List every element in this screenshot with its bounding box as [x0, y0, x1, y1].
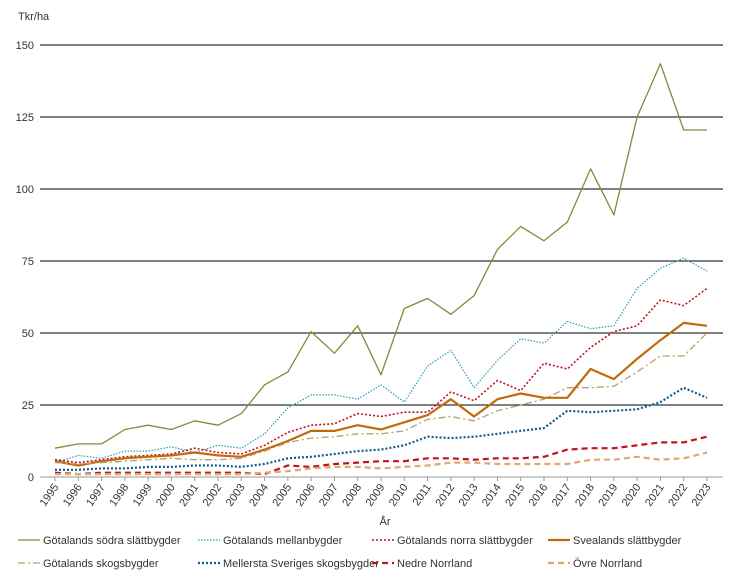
x-tick-label: 2002 [201, 482, 225, 509]
series-line [55, 386, 708, 471]
series-lines [54, 63, 708, 476]
x-tick-label: 2008 [340, 482, 364, 509]
y-tick-label: 25 [22, 400, 34, 412]
x-tick-label: 2019 [596, 482, 620, 509]
series-line [54, 63, 707, 449]
series-line [54, 435, 708, 476]
legend-label: Nedre Norrland [397, 558, 472, 570]
x-tick-label: 1996 [61, 482, 85, 509]
x-tick-label: 2014 [480, 482, 504, 509]
y-tick-label: 0 [28, 472, 34, 484]
x-tick-label: 2009 [364, 482, 388, 509]
series-line [54, 332, 708, 465]
x-tick-label: 1999 [131, 482, 155, 509]
x-tick-label: 2023 [690, 482, 714, 509]
legend-label: Mellersta Sveriges skogsbygder [223, 558, 379, 570]
x-axis-title: År [380, 515, 391, 528]
legend-label: Götalands skogsbygder [43, 558, 159, 570]
legend-label: Götalands södra slättbygder [43, 535, 181, 547]
y-tick-label: 125 [16, 112, 34, 124]
x-tick-label: 2018 [573, 482, 597, 509]
x-tick-label: 2004 [247, 482, 271, 509]
x-tick-label: 2001 [177, 482, 201, 509]
series-line [55, 451, 708, 476]
x-tick-label: 2022 [666, 482, 690, 509]
y-tick-label: 75 [22, 256, 34, 268]
gridlines [40, 44, 723, 478]
x-tick-label: 2003 [224, 482, 248, 509]
y-tick-label: 150 [16, 40, 34, 52]
x-tick-label: 2013 [457, 482, 481, 509]
x-tick-label: 2017 [550, 482, 574, 509]
y-tick-label: 100 [16, 184, 34, 196]
x-tick-label: 2006 [294, 482, 318, 509]
x-tick-label: 2005 [270, 482, 294, 509]
x-tick-label: 2010 [387, 482, 411, 509]
x-tick-label: 2015 [503, 482, 527, 509]
legend-label: Götalands norra slättbygder [397, 535, 533, 547]
legend-label: Götalands mellanbygder [223, 535, 343, 547]
x-tick-label: 2021 [643, 482, 667, 509]
legend-label: Svealands slättbygder [573, 535, 682, 547]
axes: 0 25 50 75 100 125 150 1995 1996 1997 1998 1999 2000… [16, 40, 714, 509]
series-line [54, 287, 708, 464]
x-tick-label: 2016 [527, 482, 551, 509]
legend-label: Övre Norrland [573, 558, 642, 570]
y-tick-label: 50 [22, 328, 34, 340]
x-tick-label: 2020 [620, 482, 644, 509]
y-axis-title: Tkr/ha [18, 11, 50, 23]
x-tick-label: 1995 [38, 482, 62, 509]
x-tick-label: 2012 [433, 482, 457, 509]
x-tick-label: 2000 [154, 482, 178, 509]
x-tick-label: 2011 [411, 482, 434, 508]
series-line [54, 321, 708, 467]
legend: Götalands södra slättbygder Götalands mel… [18, 535, 682, 570]
x-tick-label: 2007 [317, 482, 341, 509]
series-line [54, 257, 708, 464]
x-tick-label: 1998 [107, 482, 131, 509]
x-tick-label: 1997 [84, 482, 108, 509]
